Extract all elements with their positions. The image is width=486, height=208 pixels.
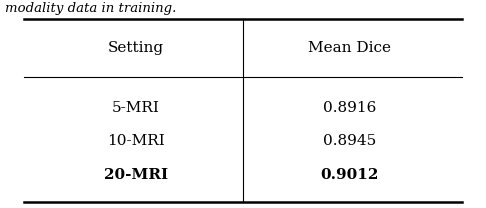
Text: 0.8916: 0.8916 (323, 101, 377, 115)
Text: Setting: Setting (108, 41, 164, 55)
Text: 0.9012: 0.9012 (321, 168, 379, 182)
Text: Mean Dice: Mean Dice (309, 41, 391, 55)
Text: 10-MRI: 10-MRI (107, 134, 165, 149)
Text: modality data in training.: modality data in training. (5, 2, 176, 15)
Text: 0.8945: 0.8945 (323, 134, 377, 149)
Text: 20-MRI: 20-MRI (104, 168, 168, 182)
Text: 5-MRI: 5-MRI (112, 101, 160, 115)
